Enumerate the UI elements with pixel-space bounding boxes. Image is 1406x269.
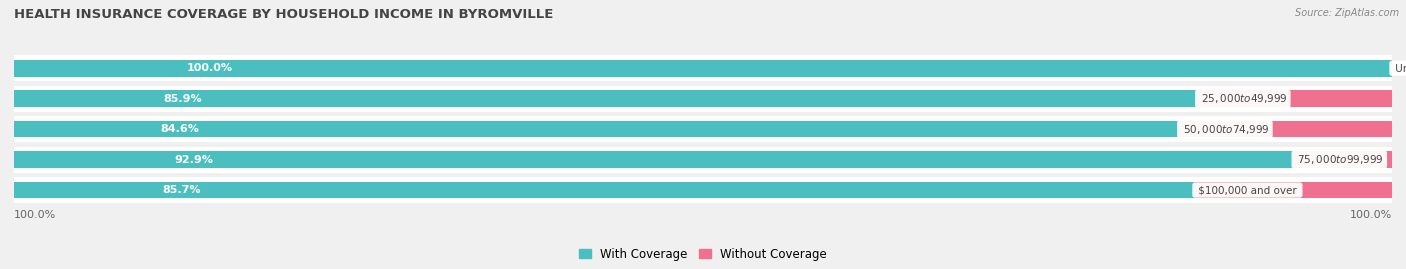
Text: $50,000 to $74,999: $50,000 to $74,999 [1180,123,1270,136]
Bar [1180,121,1392,137]
Text: 92.9%: 92.9% [174,155,214,165]
Legend: With Coverage, Without Coverage: With Coverage, Without Coverage [574,243,832,265]
Bar [14,116,1392,142]
Bar [1198,90,1392,107]
Text: Under $25,000: Under $25,000 [1392,63,1406,73]
Text: $100,000 and over: $100,000 and over [1195,185,1301,195]
Bar [14,121,1180,137]
Bar [14,86,1392,112]
Bar [14,55,1392,81]
Text: 85.7%: 85.7% [163,185,201,195]
Text: 84.6%: 84.6% [160,124,200,134]
Bar [14,90,1198,107]
Text: 100.0%: 100.0% [186,63,232,73]
Text: 100.0%: 100.0% [1350,210,1392,220]
Bar [14,60,1392,77]
Bar [1294,151,1392,168]
Text: $75,000 to $99,999: $75,000 to $99,999 [1294,153,1385,166]
Text: 100.0%: 100.0% [14,210,56,220]
Bar [14,177,1392,203]
Bar [14,147,1392,172]
Bar [14,182,1195,199]
Bar [1195,182,1393,199]
Text: HEALTH INSURANCE COVERAGE BY HOUSEHOLD INCOME IN BYROMVILLE: HEALTH INSURANCE COVERAGE BY HOUSEHOLD I… [14,8,554,21]
Text: $25,000 to $49,999: $25,000 to $49,999 [1198,92,1288,105]
Text: Source: ZipAtlas.com: Source: ZipAtlas.com [1295,8,1399,18]
Bar [14,151,1294,168]
Text: 85.9%: 85.9% [163,94,201,104]
